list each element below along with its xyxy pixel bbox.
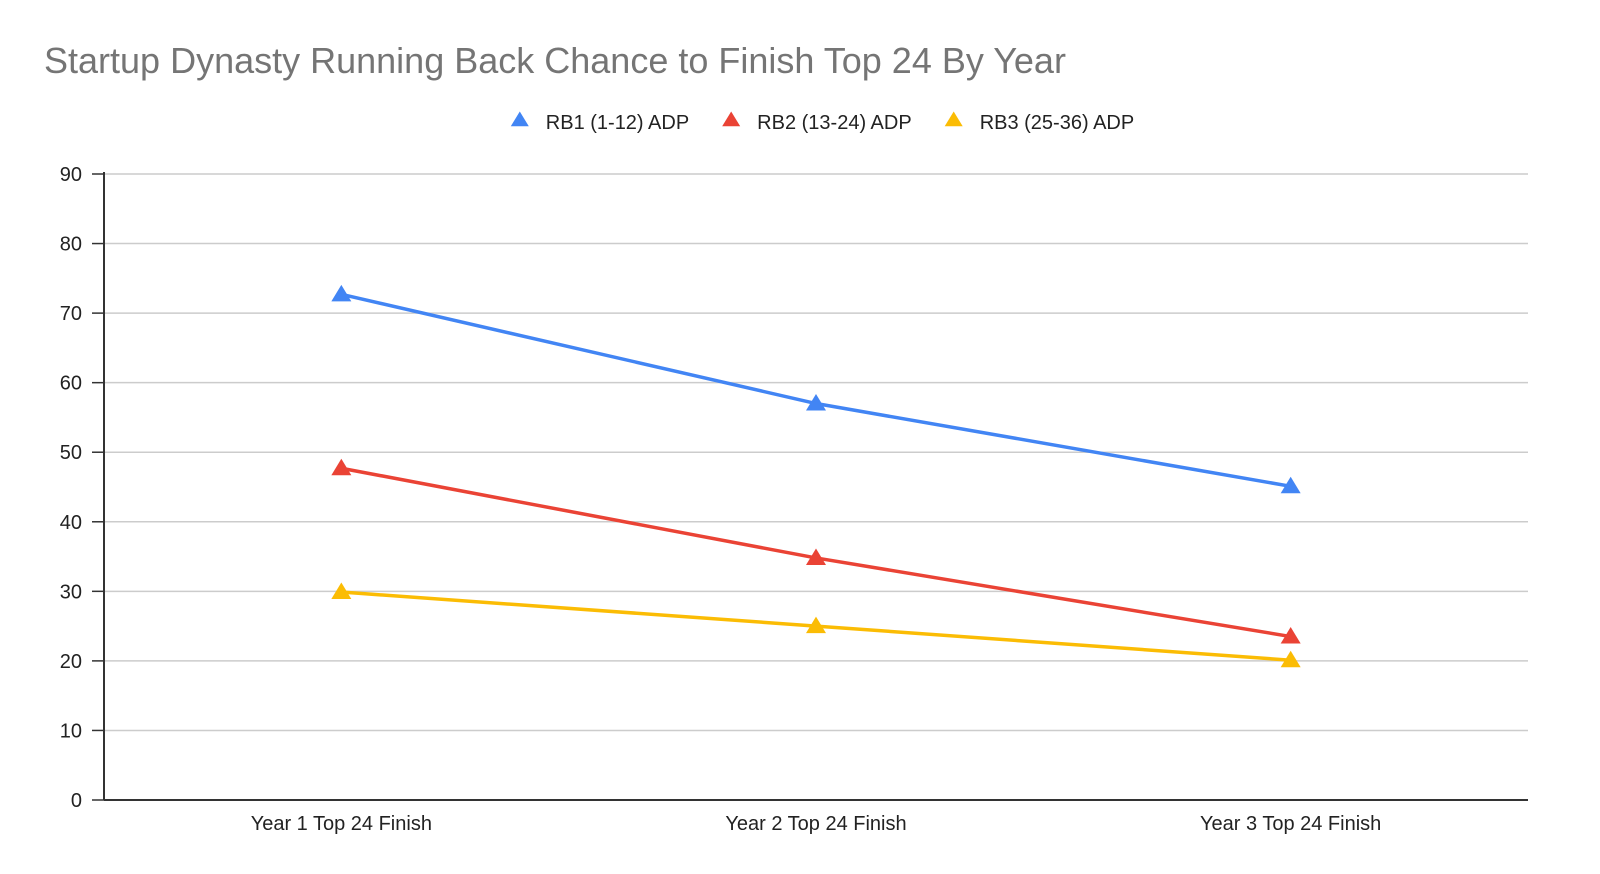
y-axis-ticks: 0 10 20 30 40 50 60 70 80 90 [60, 164, 104, 812]
series-group [331, 284, 1301, 668]
y-tick-label: 90 [60, 164, 82, 186]
legend-marker [510, 111, 529, 127]
data-point-marker [806, 394, 826, 411]
data-point-marker [331, 458, 352, 476]
y-tick-label: 80 [60, 234, 82, 256]
x-tick-label: Year 1 Top 24 Finish [251, 813, 432, 835]
data-point-marker [331, 284, 352, 302]
y-tick-label: 70 [60, 303, 82, 325]
y-tick-label: 40 [60, 512, 82, 534]
legend-label: RB2 (13-24) ADP [757, 112, 912, 134]
y-tick-label: 60 [60, 373, 82, 395]
y-tick-label: 0 [71, 790, 82, 812]
data-point-marker [1280, 650, 1301, 668]
legend-label: RB3 (25-36) ADP [980, 112, 1135, 134]
x-tick-label: Year 2 Top 24 Finish [725, 813, 906, 835]
legend-label: RB1 (1-12) ADP [546, 112, 689, 134]
y-tick-label: 10 [60, 720, 82, 742]
data-point-marker [331, 582, 352, 600]
y-tick-label: 20 [60, 651, 82, 673]
axes [103, 172, 1528, 801]
legend-marker [944, 111, 963, 127]
x-tick-label: Year 3 Top 24 Finish [1200, 813, 1381, 835]
chart-title: Startup Dynasty Running Back Chance to F… [44, 40, 1066, 81]
y-tick-label: 30 [60, 581, 82, 603]
data-point-marker [1280, 476, 1301, 494]
data-point-marker [806, 616, 826, 634]
series-line [340, 292, 1291, 489]
legend-marker [722, 111, 741, 127]
x-axis-ticks: Year 1 Top 24 Finish Year 2 Top 24 Finish… [251, 813, 1382, 835]
y-tick-label: 50 [60, 442, 82, 464]
data-point-marker [1280, 627, 1301, 644]
gridlines [104, 173, 1528, 732]
data-point-marker [806, 548, 826, 565]
legend: RB1 (1-12) ADP RB2 (13-24) ADP RB3 (25-36)… [510, 111, 1135, 134]
